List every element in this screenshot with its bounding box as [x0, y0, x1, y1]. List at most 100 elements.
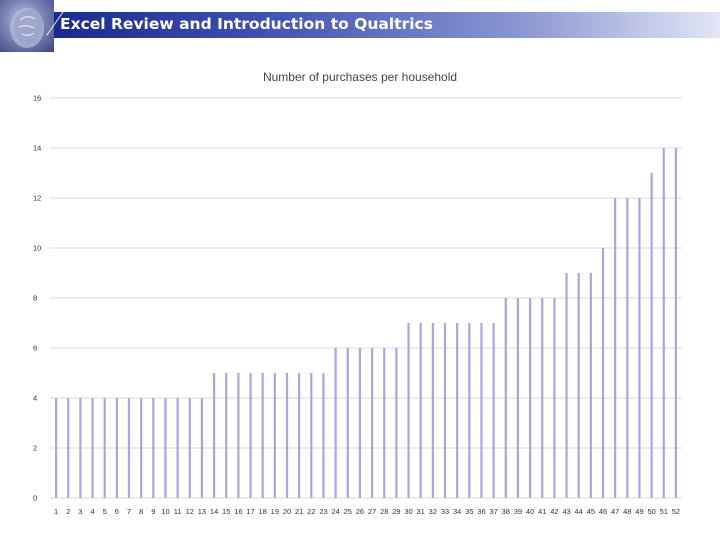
x-tick-label: 1: [54, 507, 58, 516]
x-tick-label: 43: [562, 507, 570, 516]
bar: [54, 398, 58, 498]
x-tick-label: 50: [647, 507, 655, 516]
bar: [443, 323, 447, 498]
x-tick-label: 31: [417, 507, 425, 516]
bar: [115, 398, 118, 498]
x-tick-label: 9: [151, 507, 155, 516]
x-tick-label: 33: [441, 507, 449, 516]
x-tick-label: 26: [356, 507, 364, 516]
x-tick-label: 39: [514, 507, 522, 516]
x-tick-label: 7: [127, 507, 131, 516]
bar: [492, 323, 495, 498]
x-tick-label: 13: [198, 507, 206, 516]
bar: [528, 298, 532, 498]
bar: [516, 298, 520, 498]
x-tick-label: 4: [90, 507, 94, 516]
x-tick-label: 17: [246, 507, 254, 516]
bar: [176, 398, 179, 498]
bar: [152, 398, 155, 498]
x-tick-label: 16: [234, 507, 242, 516]
x-tick-label: 27: [368, 507, 376, 516]
chart-bars: [54, 148, 678, 498]
x-tick-label: 18: [259, 507, 267, 516]
x-tick-label: 15: [222, 507, 230, 516]
x-tick-label: 42: [550, 507, 558, 516]
x-axis-tick-labels: 1 2 3 4 5 6 7 8 9 10 11 12 13 14 15 16 17 18 19 20 21 22 23 24 2…: [54, 507, 680, 516]
bar: [225, 373, 228, 498]
bar: [67, 398, 70, 498]
x-tick-label: 44: [575, 507, 583, 516]
x-tick-label: 47: [611, 507, 619, 516]
x-tick-label: 5: [103, 507, 107, 516]
chart-title: Number of purchases per household: [263, 70, 457, 84]
x-tick-label: 37: [489, 507, 497, 516]
bar: [212, 373, 216, 498]
y-tick-label: 10: [33, 244, 41, 253]
x-tick-label: 38: [502, 507, 510, 516]
bar: [395, 348, 398, 498]
bar: [565, 273, 568, 498]
y-tick-label: 12: [33, 194, 41, 203]
bar: [383, 348, 386, 498]
y-axis-tick-labels: 0 2 4 6 8 10 12 14 16: [33, 94, 41, 503]
y-tick-label: 4: [33, 394, 37, 403]
y-tick-label: 2: [33, 444, 37, 453]
bar: [310, 373, 313, 498]
bar: [589, 273, 592, 498]
bar: [322, 373, 325, 498]
bar: [140, 398, 143, 498]
x-tick-label: 34: [453, 507, 461, 516]
bar: [674, 148, 678, 498]
x-tick-label: 14: [210, 507, 218, 516]
x-tick-label: 10: [161, 507, 169, 516]
x-tick-label: 29: [392, 507, 400, 516]
marble-bust-icon: [10, 8, 44, 48]
x-tick-label: 40: [526, 507, 534, 516]
x-tick-label: 23: [319, 507, 327, 516]
bar: [370, 348, 374, 498]
x-tick-label: 35: [465, 507, 473, 516]
x-tick-label: 46: [599, 507, 607, 516]
bar: [480, 323, 483, 498]
x-tick-label: 24: [331, 507, 339, 516]
x-tick-label: 36: [477, 507, 485, 516]
x-tick-label: 12: [186, 507, 194, 516]
bar: [200, 398, 204, 498]
x-tick-label: 52: [672, 507, 680, 516]
bar: [504, 298, 507, 498]
slide-title: Excel Review and Introduction to Qualtri…: [60, 15, 433, 33]
bar: [273, 373, 276, 498]
bar: [127, 398, 131, 498]
bar: [249, 373, 252, 498]
bar: [638, 198, 641, 498]
x-tick-label: 19: [271, 507, 279, 516]
bar: [285, 373, 289, 498]
bar: [358, 348, 362, 498]
bar: [346, 348, 349, 498]
bar: [541, 298, 544, 498]
bar: [601, 248, 605, 498]
x-tick-label: 11: [174, 507, 182, 516]
bar: [298, 373, 301, 498]
bar: [553, 298, 556, 498]
x-tick-label: 32: [429, 507, 437, 516]
x-tick-label: 41: [538, 507, 546, 516]
y-tick-label: 14: [33, 144, 41, 153]
bar: [407, 323, 410, 498]
bar: [468, 323, 471, 498]
bar: [419, 323, 422, 498]
bar: [662, 148, 665, 498]
bar: [431, 323, 434, 498]
y-tick-label: 0: [33, 494, 37, 503]
bar: [626, 198, 629, 498]
x-tick-label: 48: [623, 507, 631, 516]
x-tick-label: 30: [404, 507, 412, 516]
x-tick-label: 25: [344, 507, 352, 516]
y-tick-label: 8: [33, 294, 37, 303]
title-bar: Excel Review and Introduction to Qualtri…: [46, 4, 720, 38]
chart-gridlines: [50, 97, 682, 499]
bar: [237, 373, 240, 498]
x-tick-label: 22: [307, 507, 315, 516]
x-tick-label: 6: [115, 507, 119, 516]
